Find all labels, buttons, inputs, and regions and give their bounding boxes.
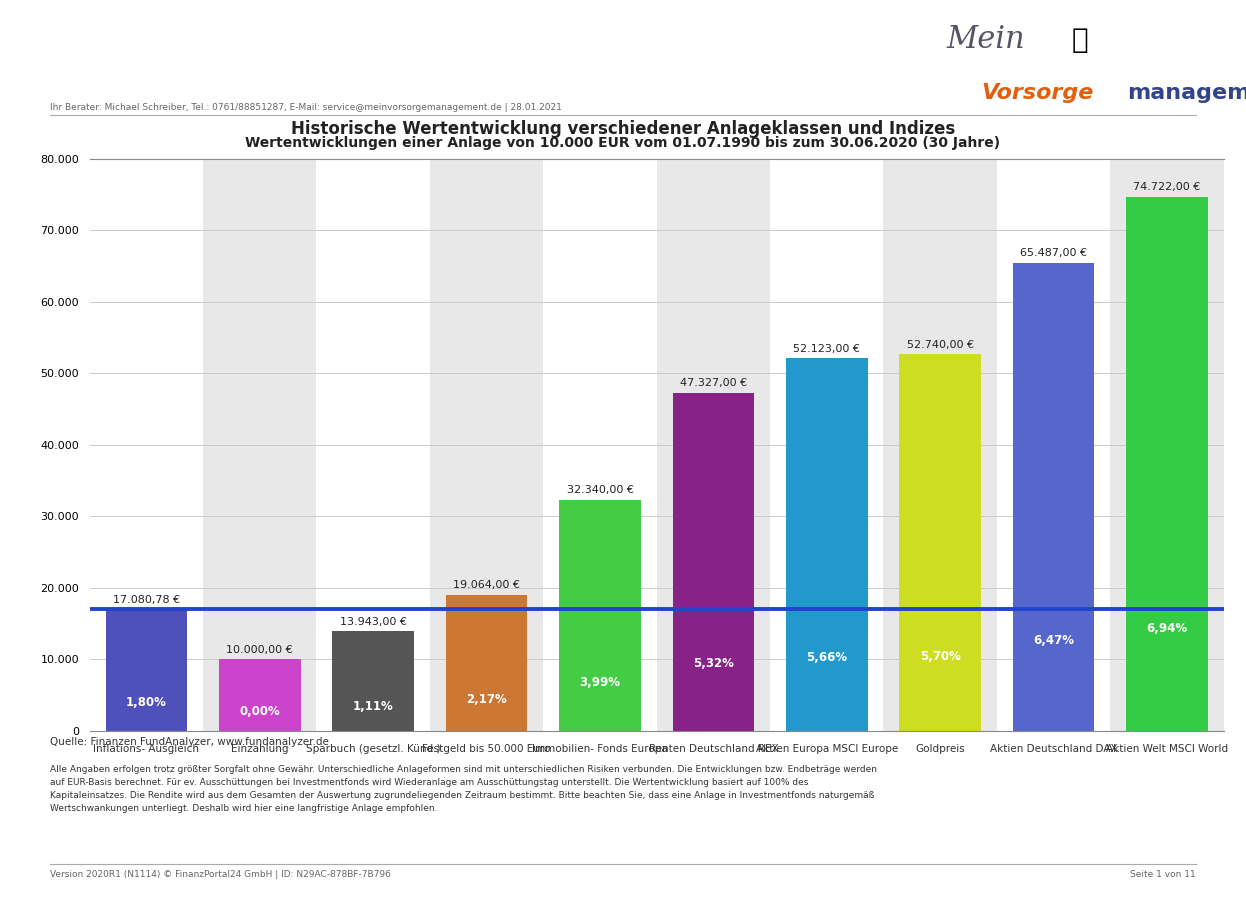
Text: Quelle: Finanzen FundAnalyzer, www.fundanalyzer.de: Quelle: Finanzen FundAnalyzer, www.funda… (50, 737, 329, 747)
Text: 2,17%: 2,17% (466, 694, 507, 706)
Text: Alle Angaben erfolgen trotz größter Sorgfalt ohne Gewähr. Unterschiedliche Anlag: Alle Angaben erfolgen trotz größter Sorg… (50, 765, 877, 814)
Text: Version 2020R1 (N1114) © FinanzPortal24 GmbH | ID: N29AC-878BF-7B796: Version 2020R1 (N1114) © FinanzPortal24 … (50, 870, 391, 879)
Text: 6,94%: 6,94% (1146, 622, 1187, 635)
Bar (673, 392, 754, 731)
Bar (1013, 262, 1094, 731)
Bar (446, 595, 527, 731)
Text: 10.000,00 €: 10.000,00 € (227, 646, 293, 656)
Text: management: management (1128, 83, 1246, 104)
Text: 47.327,00 €: 47.327,00 € (680, 379, 746, 389)
Text: 74.722,00 €: 74.722,00 € (1134, 183, 1200, 192)
Text: Ihr Berater: Michael Schreiber, Tel.: 0761/88851287, E-Mail: service@meinvorsorg: Ihr Berater: Michael Schreiber, Tel.: 07… (50, 103, 562, 112)
Bar (900, 354, 981, 731)
Text: 1,80%: 1,80% (126, 696, 167, 709)
Text: 6,47%: 6,47% (1033, 634, 1074, 646)
Text: Wertentwicklungen einer Anlage von 10.000 EUR vom 01.07.1990 bis zum 30.06.2020 : Wertentwicklungen einer Anlage von 10.00… (245, 136, 1001, 150)
Bar (559, 499, 640, 731)
Bar (106, 608, 187, 731)
Text: 0,00%: 0,00% (239, 706, 280, 718)
Text: 5,32%: 5,32% (693, 657, 734, 670)
Bar (786, 359, 867, 731)
Text: Historische Wertentwicklung verschiedener Anlageklassen und Indizes: Historische Wertentwicklung verschiedene… (290, 120, 956, 138)
Text: 5,70%: 5,70% (920, 650, 961, 663)
Bar (1126, 197, 1207, 731)
Text: 3,99%: 3,99% (579, 676, 621, 689)
Text: 52.740,00 €: 52.740,00 € (907, 340, 973, 350)
Text: 💬: 💬 (1072, 26, 1089, 54)
Bar (1110, 159, 1224, 731)
Text: Mein: Mein (946, 25, 1025, 55)
Text: 32.340,00 €: 32.340,00 € (567, 486, 633, 496)
Text: 19.064,00 €: 19.064,00 € (454, 580, 520, 590)
Text: 1,11%: 1,11% (353, 700, 394, 713)
Bar (203, 159, 316, 731)
Text: 65.487,00 €: 65.487,00 € (1020, 249, 1087, 259)
Text: 52.123,00 €: 52.123,00 € (794, 344, 860, 354)
Bar (219, 659, 300, 731)
Text: Seite 1 von 11: Seite 1 von 11 (1130, 870, 1196, 879)
Bar (657, 159, 770, 731)
Text: Vorsorge: Vorsorge (982, 83, 1094, 104)
Text: 5,66%: 5,66% (806, 651, 847, 664)
Bar (883, 159, 997, 731)
Text: 13.943,00 €: 13.943,00 € (340, 617, 406, 627)
Bar (333, 631, 414, 731)
Text: 17.080,78 €: 17.080,78 € (113, 595, 179, 605)
Bar (430, 159, 543, 731)
